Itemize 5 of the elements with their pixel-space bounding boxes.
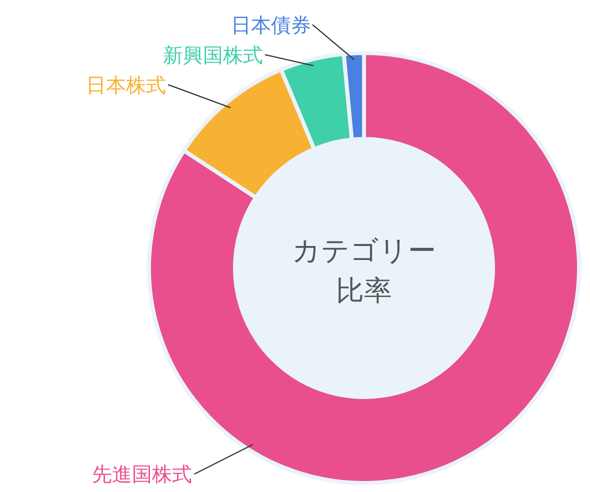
slice-label: 新興国株式	[163, 43, 263, 67]
slice-label: 日本株式	[86, 73, 166, 97]
slice-label: 先進国株式	[92, 462, 192, 486]
slice-label: 日本債券	[231, 13, 311, 37]
text: カテゴリー比率	[292, 234, 436, 307]
